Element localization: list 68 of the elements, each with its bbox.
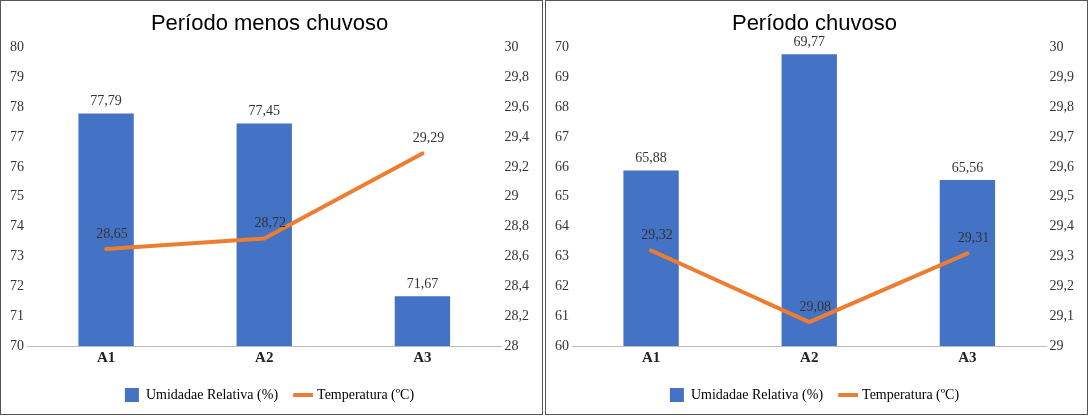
y2-tick-label: 29	[1049, 337, 1064, 353]
x-tick-label: A1	[96, 348, 116, 365]
y-tick-label: 75	[10, 188, 24, 204]
x-tick-label: A2	[800, 348, 819, 365]
data-label: 29,08	[799, 298, 831, 314]
y-tick-label: 67	[555, 128, 569, 144]
data-label: 29,29	[412, 130, 445, 146]
data-label: 71,67	[406, 275, 439, 291]
y-tick-label: 70	[555, 39, 569, 55]
y-tick-label: 76	[10, 158, 24, 174]
data-label: 65,88	[635, 150, 667, 166]
y-tick-label: 62	[555, 277, 569, 293]
y-tick-label: 64	[555, 218, 569, 234]
y2-tick-label: 28,6	[504, 248, 529, 264]
chart-title: Período menos chuvoso	[150, 10, 389, 36]
y2-tick-label: 28,8	[504, 218, 529, 234]
data-label: 29,32	[641, 227, 673, 243]
y-tick-label: 69	[555, 68, 569, 84]
y2-tick-label: 29,4	[1049, 218, 1074, 234]
x-tick-label: A3	[958, 348, 977, 365]
data-label: 29,31	[957, 230, 990, 246]
y2-tick-label: 29	[504, 188, 519, 204]
y2-tick-label: 29,7	[1049, 128, 1074, 144]
data-label: 77,79	[90, 93, 122, 109]
x-tick-label: A3	[413, 348, 432, 365]
data-label: 65,56	[951, 159, 984, 175]
y2-tick-label: 29,8	[504, 68, 529, 84]
y-tick-label: 77	[10, 128, 24, 144]
legend-label: Temperatura (ºC)	[317, 386, 415, 403]
y-tick-label: 68	[555, 98, 569, 114]
legend-label: Umidadae Relativa (%)	[145, 386, 279, 403]
y2-tick-label: 29,5	[1049, 188, 1074, 204]
y2-tick-label: 29,6	[504, 98, 529, 114]
y-tick-label: 79	[10, 68, 24, 84]
y2-tick-label: 28	[504, 337, 519, 353]
y-tick-label: 72	[10, 277, 24, 293]
x-tick-label: A1	[641, 348, 661, 365]
y-tick-label: 63	[555, 248, 569, 264]
x-tick-label: A2	[255, 348, 274, 365]
y-tick-label: 70	[10, 337, 24, 353]
data-label: 28,72	[254, 215, 286, 231]
y-tick-label: 71	[10, 307, 24, 323]
data-label: 69,77	[793, 33, 825, 49]
legend-label: Temperatura (ºC)	[862, 386, 960, 403]
y-tick-label: 78	[10, 98, 24, 114]
y-tick-label: 60	[555, 337, 569, 353]
y2-tick-label: 29,6	[1049, 158, 1074, 174]
y-tick-label: 65	[555, 188, 569, 204]
y-tick-label: 74	[10, 218, 24, 234]
y-tick-label: 61	[555, 307, 569, 323]
chart-title: Período chuvoso	[731, 10, 898, 36]
y-tick-label: 80	[10, 39, 24, 55]
y2-tick-label: 29,9	[1049, 68, 1074, 84]
y-tick-label: 73	[10, 248, 24, 264]
y2-tick-label: 28,2	[504, 307, 529, 323]
y2-tick-label: 29,1	[1049, 307, 1074, 323]
y2-tick-label: 30	[1049, 39, 1064, 55]
data-label: 28,65	[96, 225, 128, 241]
y2-tick-label: 30	[504, 39, 519, 55]
y2-tick-label: 29,2	[504, 158, 529, 174]
y2-tick-label: 29,3	[1049, 248, 1074, 264]
legend-label: Umidadae Relativa (%)	[690, 386, 824, 403]
y2-tick-label: 29,8	[1049, 98, 1074, 114]
y2-tick-label: 29,2	[1049, 277, 1074, 293]
data-label: 77,45	[248, 103, 280, 119]
y2-tick-label: 28,4	[504, 277, 529, 293]
y-tick-label: 66	[555, 158, 569, 174]
y2-tick-label: 29,4	[504, 128, 529, 144]
